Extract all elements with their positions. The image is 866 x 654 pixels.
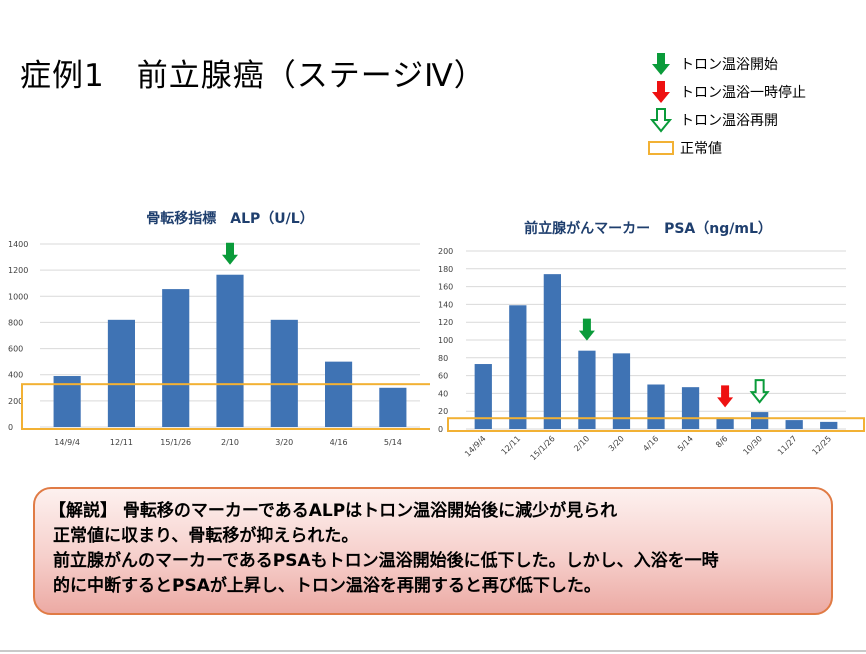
bar (107, 319, 135, 427)
bar (647, 384, 665, 429)
chart-title: 骨転移指標 ALP（U/L） (146, 210, 313, 227)
red-down-arrow-icon (652, 81, 670, 103)
bar (509, 305, 527, 429)
bar (543, 274, 561, 429)
y-tick-label: 180 (438, 265, 453, 274)
legend-item-start: トロン温浴開始 (648, 50, 806, 78)
y-tick-label: 200 (8, 397, 23, 406)
x-tick-label: 10/30 (741, 434, 764, 457)
legend-item-normal: 正常値 (648, 134, 806, 162)
x-tick-label: 5/14 (676, 434, 695, 453)
bar (270, 319, 298, 427)
bar (325, 361, 353, 427)
x-tick-label: 14/9/4 (463, 434, 488, 459)
x-tick-label: 4/16 (641, 434, 660, 453)
legend-label: トロン温浴開始 (680, 57, 778, 73)
bar (612, 353, 631, 429)
explanation-line: 前立腺がんのマーカーであるPSAもトロン温浴開始後に低下した。しかし、入浴を一時 (53, 551, 719, 571)
chart-title: 前立腺がんマーカー PSA（ng/mL） (524, 220, 772, 237)
pause-arrow-icon (717, 385, 734, 408)
y-tick-label: 600 (8, 345, 23, 354)
x-tick-label: 8/6 (714, 434, 729, 449)
start-arrow-icon (578, 318, 595, 341)
x-tick-label: 12/25 (810, 434, 833, 457)
alp-chart-svg: 骨転移指標 ALP（U/L） 0 200 400 600 800 1000 1200 1400 1… (8, 210, 430, 447)
legend-label: トロン温浴一時停止 (680, 85, 806, 101)
x-tick-label: 12/11 (110, 438, 133, 447)
hollow-green-down-arrow-icon (649, 108, 673, 133)
y-tick-label: 1000 (8, 292, 28, 301)
y-tick-label: 40 (438, 389, 448, 398)
normal-range-box (21, 383, 430, 431)
x-tick-label: 15/1/26 (529, 434, 557, 462)
y-tick-label: 60 (438, 372, 448, 381)
green-down-arrow-icon (652, 53, 670, 75)
y-tick-label: 140 (438, 300, 453, 309)
y-tick-label: 1400 (8, 240, 28, 249)
bar (820, 421, 838, 429)
legend: トロン温浴開始 トロン温浴一時停止 トロン温浴再開 正常値 (648, 50, 806, 162)
x-tick-label: 5/14 (384, 438, 402, 447)
psa-chart-svg: 前立腺がんマーカー PSA（ng/mL） 0 20 40 60 80 100 120 140 16… (438, 220, 865, 462)
start-arrow-icon (222, 242, 238, 265)
x-tick-label: 2/10 (572, 434, 591, 453)
explanation-box: 【解説】 骨転移のマーカーであるALPはトロン温浴開始後に減少が見られ 正常値に… (33, 487, 833, 615)
x-tick-label: 3/20 (607, 434, 626, 453)
bar (751, 412, 769, 429)
y-tick-label: 400 (8, 371, 23, 380)
resume-arrow-icon (749, 379, 770, 404)
bottom-divider (0, 650, 866, 652)
y-tick-label: 160 (438, 283, 453, 292)
legend-label: 正常値 (680, 141, 722, 157)
bar (474, 364, 492, 429)
y-tick-label: 120 (438, 318, 453, 327)
normal-range-box (447, 417, 865, 433)
x-tick-label: 3/20 (275, 438, 293, 447)
bar (785, 420, 803, 429)
x-tick-label: 15/1/26 (160, 438, 191, 447)
explanation-line: 正常値に収まり、骨転移が抑えられた。 (53, 526, 359, 546)
x-tick-label: 14/9/4 (54, 438, 80, 447)
bar (681, 387, 700, 429)
x-tick-label: 2/10 (221, 438, 239, 447)
y-tick-label: 800 (8, 318, 23, 327)
x-tick-label: 12/11 (500, 434, 523, 457)
slide-title: 症例1 前立腺癌（ステージⅣ） (20, 58, 486, 94)
psa-chart: 前立腺がんマーカー PSA（ng/mL） 0 20 40 60 80 100 120 140 16… (432, 210, 866, 475)
x-tick-label: 4/16 (330, 438, 348, 447)
x-tick-label: 11/27 (776, 434, 799, 457)
alp-chart: 骨転移指標 ALP（U/L） 0 200 400 600 800 1000 1200 1400 1… (0, 200, 430, 460)
explanation-line: 的に中断するとPSAが上昇し、トロン温浴を再開すると再び低下した。 (53, 576, 601, 596)
bar (379, 387, 407, 427)
y-tick-label: 20 (438, 407, 448, 416)
legend-item-resume: トロン温浴再開 (648, 106, 806, 134)
bar (716, 417, 734, 429)
bar (162, 289, 190, 427)
y-tick-label: 200 (438, 247, 453, 256)
bar (578, 350, 596, 429)
explanation-line: 【解説】 骨転移のマーカーであるALPはトロン温浴開始後に減少が見られ (49, 501, 618, 521)
y-tick-label: 80 (438, 354, 448, 363)
y-tick-label: 0 (8, 423, 13, 432)
y-tick-label: 0 (438, 425, 443, 434)
y-tick-label: 1200 (8, 266, 28, 275)
orange-rectangle-icon (648, 141, 674, 155)
bar (216, 274, 244, 427)
legend-label: トロン温浴再開 (680, 113, 778, 129)
legend-item-pause: トロン温浴一時停止 (648, 78, 806, 106)
y-tick-label: 100 (438, 336, 453, 345)
